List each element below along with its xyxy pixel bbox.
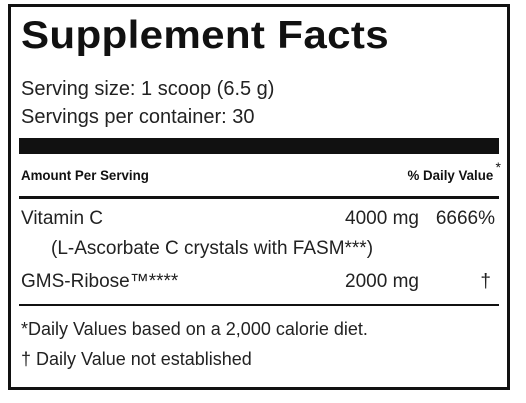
nutrient-row-vitamin-c: Vitamin C 4000 mg 6666%: [21, 206, 499, 232]
daily-value-asterisk: *: [495, 159, 501, 175]
nutrient-name: Vitamin C: [21, 208, 104, 229]
nutrient-daily-value: 6666%: [435, 208, 495, 229]
thick-divider: [19, 138, 499, 154]
footer-divider: [19, 304, 499, 306]
panel-title: Supplement Facts: [21, 14, 389, 57]
daily-value-header: % Daily Value: [407, 167, 493, 183]
column-header-row: Amount Per Serving % Daily Value *: [21, 159, 501, 187]
nutrient-row-gms-ribose: GMS-Ribose™**** 2000 mg †: [21, 269, 499, 295]
servings-per-container: Servings per container: 30: [21, 106, 255, 128]
nutrient-name: GMS-Ribose™****: [21, 271, 179, 292]
nutrient-daily-value: †: [480, 271, 491, 292]
supplement-facts-panel: Supplement Facts Serving size: 1 scoop (…: [8, 4, 510, 390]
footnote-daily-values: *Daily Values based on a 2,000 calorie d…: [21, 319, 368, 339]
header-divider: [19, 196, 499, 199]
footnote-not-established: † Daily Value not established: [21, 349, 252, 369]
serving-size: Serving size: 1 scoop (6.5 g): [21, 78, 275, 100]
nutrient-source: (L-Ascorbate C crystals with FASM***): [51, 238, 374, 259]
nutrient-amount: 4000 mg: [345, 208, 419, 229]
nutrient-amount: 2000 mg: [345, 271, 419, 292]
nutrient-source-row: (L-Ascorbate C crystals with FASM***): [51, 236, 499, 262]
amount-per-serving-header: Amount Per Serving: [21, 167, 149, 183]
